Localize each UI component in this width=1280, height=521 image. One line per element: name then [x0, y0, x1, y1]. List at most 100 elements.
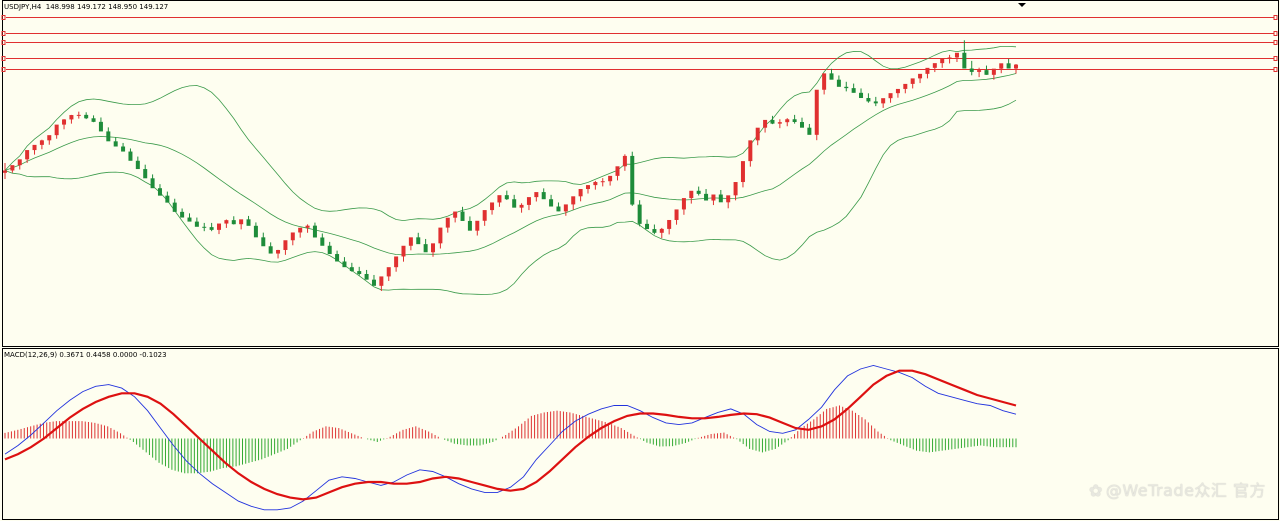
signal-line [4, 369, 1017, 501]
candle [674, 209, 679, 225]
candle [467, 216, 472, 231]
candle [578, 189, 583, 202]
macd-panel[interactable] [2, 348, 1279, 520]
candle [202, 222, 207, 232]
candle [438, 227, 443, 249]
line-handle-right-3[interactable] [1273, 56, 1278, 61]
candle [866, 93, 871, 103]
candle [718, 189, 723, 203]
candle [881, 98, 886, 108]
candle [371, 274, 376, 286]
candle [180, 208, 185, 218]
candle [549, 194, 554, 207]
line-handle-right-0[interactable] [1273, 40, 1278, 45]
line-handle-right-1[interactable] [1273, 31, 1278, 36]
line-handle-left-0[interactable] [1, 40, 6, 45]
candle [748, 140, 753, 167]
candle [807, 123, 812, 135]
candle [947, 54, 952, 64]
candle [194, 217, 199, 227]
candle [770, 115, 775, 125]
candle [541, 188, 546, 200]
candle [962, 40, 967, 69]
candle [239, 219, 244, 230]
candle [460, 206, 465, 221]
line-handle-right-2[interactable] [1273, 15, 1278, 20]
candle [335, 250, 340, 262]
candle [187, 213, 192, 222]
candle [342, 257, 347, 268]
candle [689, 190, 694, 204]
candle [113, 137, 118, 147]
candle [563, 204, 568, 216]
watermark-icon: ✿ [1088, 481, 1103, 500]
candle [394, 256, 399, 272]
candle [320, 233, 325, 246]
candle [431, 243, 436, 257]
macd-line [4, 365, 1017, 511]
line-handle-left-1[interactable] [1, 31, 6, 36]
candle [157, 184, 162, 196]
candle [785, 118, 790, 127]
line-handle-right-4[interactable] [1273, 67, 1278, 72]
candle [910, 78, 915, 89]
candle [696, 186, 701, 196]
candle [792, 114, 797, 124]
macd-histogram [4, 405, 1017, 474]
candle [873, 96, 878, 107]
line-handle-left-2[interactable] [1, 15, 6, 20]
candle [829, 68, 834, 80]
candle [991, 68, 996, 80]
watermark-text: @WeTrade众汇 官方 [1105, 481, 1266, 500]
candle [98, 117, 103, 132]
candle [3, 163, 7, 179]
main-panel[interactable] [2, 0, 1279, 347]
bollinger-lower-band [4, 99, 1017, 295]
candle [62, 119, 67, 130]
candle [1006, 58, 1011, 69]
candle [504, 190, 509, 201]
candle [836, 75, 841, 87]
candle [128, 148, 133, 161]
candle [482, 210, 487, 226]
candle [999, 63, 1004, 74]
candle [54, 124, 59, 139]
candle [165, 191, 170, 203]
candle [571, 196, 576, 210]
candle [851, 83, 856, 93]
candle [298, 227, 303, 238]
candle [423, 238, 428, 253]
candle [932, 63, 937, 73]
candle [32, 144, 37, 155]
line-handle-left-4[interactable] [1, 67, 6, 72]
candle [246, 215, 251, 226]
candle [497, 195, 502, 207]
macd-header: MACD(12,26,9) 0.3671 0.4458 0.0000 -0.10… [4, 351, 167, 360]
candle [645, 219, 650, 230]
candle [76, 111, 81, 119]
candle [357, 266, 362, 276]
candle [25, 150, 30, 163]
candle [519, 203, 524, 213]
candle [740, 161, 745, 188]
candle [940, 58, 945, 68]
candle [622, 154, 627, 171]
line-handle-left-3[interactable] [1, 56, 6, 61]
candle [364, 269, 369, 280]
candle [379, 276, 384, 292]
candle [526, 197, 531, 211]
candle [261, 232, 266, 247]
candle [327, 241, 332, 255]
candle [283, 240, 288, 255]
candle [209, 222, 214, 232]
candle [276, 249, 281, 259]
candle [630, 151, 635, 206]
candle [1014, 63, 1018, 74]
candle [888, 93, 893, 103]
candle [312, 222, 317, 238]
candle [903, 83, 908, 94]
candle [600, 178, 605, 187]
horizontal-lines[interactable] [1, 15, 1278, 72]
candle [386, 267, 391, 281]
shift-marker-icon[interactable] [1018, 3, 1026, 7]
